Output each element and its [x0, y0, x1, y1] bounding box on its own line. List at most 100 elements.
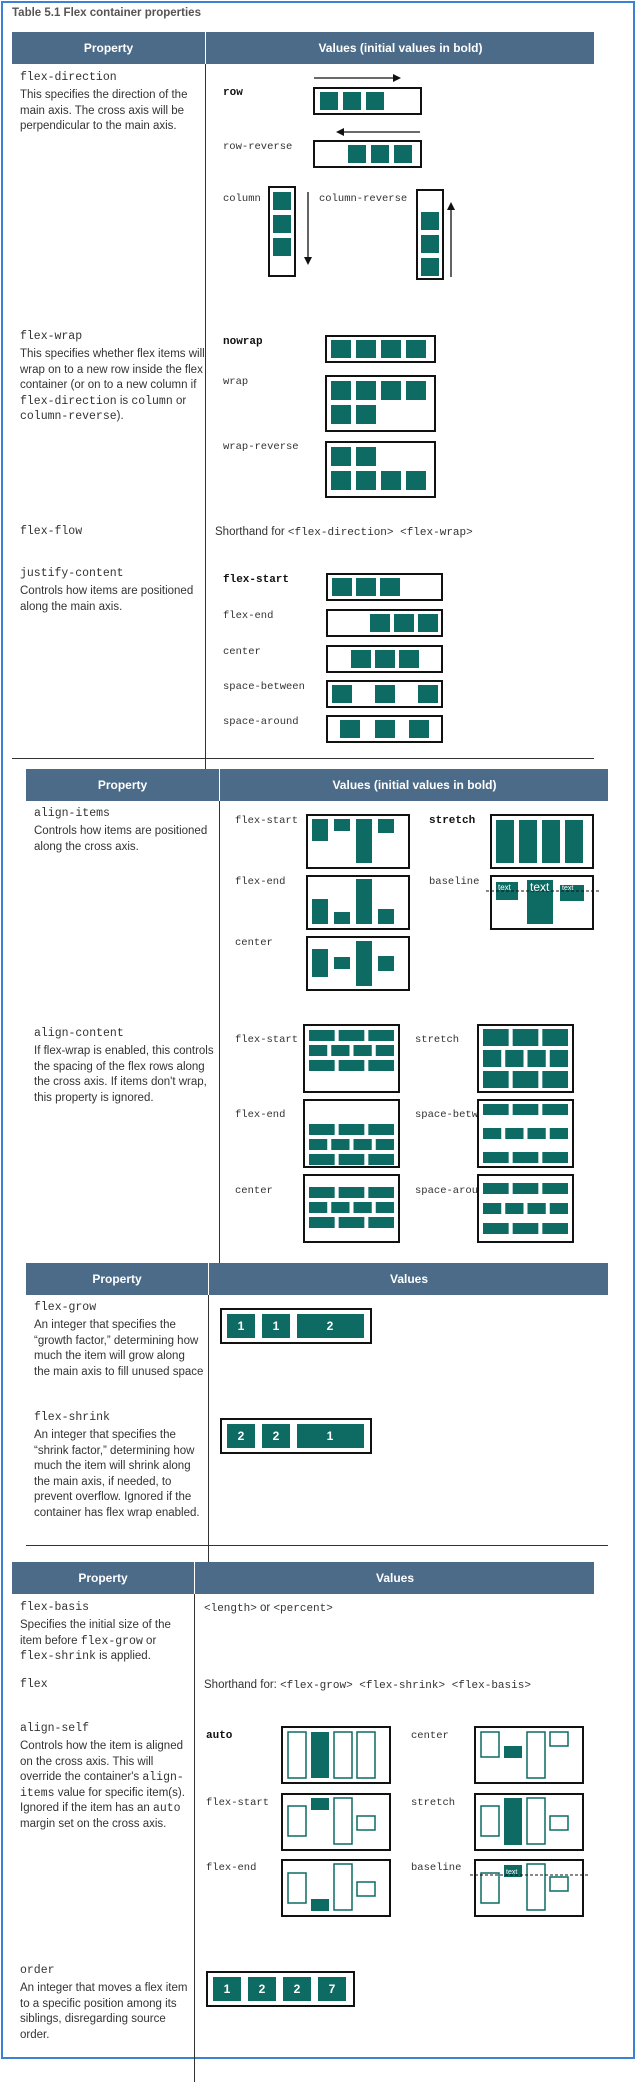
- ac-stretch-item: [542, 1071, 568, 1088]
- value-flex-basis: <length> or <percent>: [204, 1602, 333, 1615]
- ac-space-around-item: [483, 1203, 502, 1214]
- prop-flex-grow: flex-grow: [34, 1301, 97, 1314]
- ac-center-item: [368, 1217, 394, 1228]
- baseline-text-3: text: [562, 885, 573, 892]
- ac-flex-end-item: [309, 1124, 335, 1135]
- grow-item-2: 1: [273, 1319, 280, 1333]
- desc-flex-basis: Specifies the initial size of the item b…: [20, 1619, 171, 1663]
- prop-align-self: align-self: [20, 1722, 90, 1735]
- ac-flex-start-item: [309, 1030, 335, 1041]
- ac-flex-end-item: [375, 1139, 394, 1150]
- table-header: Property Values: [12, 1562, 594, 1594]
- table-caption: Table 5.1 Flex container properties: [12, 7, 201, 19]
- ac-stretch-item: [505, 1050, 524, 1067]
- label-as-auto: auto: [206, 1730, 233, 1742]
- ac-center-item: [309, 1202, 328, 1213]
- ac-space-between-item: [512, 1152, 539, 1163]
- diagram-align-self: text: [281, 1726, 589, 1917]
- header-values: Values: [208, 1263, 609, 1295]
- ac-space-between-item: [483, 1128, 502, 1139]
- ac-space-around-item: [542, 1223, 568, 1234]
- ac-stretch-item: [542, 1029, 568, 1046]
- order-item-2: 2: [259, 1982, 266, 1996]
- prop-flex-wrap: flex-wrap: [20, 330, 83, 343]
- label-as-flex-end: flex-end: [206, 1862, 257, 1874]
- ac-space-between-item: [542, 1152, 568, 1163]
- diagram-justify-content: [326, 573, 443, 743]
- grow-item-1: 1: [238, 1319, 245, 1333]
- header-property: Property: [83, 41, 134, 55]
- label-ac-space-between: space-between: [415, 1109, 497, 1121]
- ac-space-between-item: [527, 1128, 546, 1139]
- ac-flex-start-item: [338, 1030, 365, 1041]
- ac-flex-start-item: [368, 1060, 394, 1071]
- ac-flex-end-item: [331, 1139, 350, 1150]
- ac-space-around-item: [505, 1203, 524, 1214]
- ac-stretch-item: [527, 1050, 546, 1067]
- label-ac-stretch: stretch: [415, 1034, 460, 1046]
- ac-space-around-item: [527, 1203, 546, 1214]
- ac-space-between-item: [483, 1152, 509, 1163]
- label-jc-flex-end: flex-end: [223, 610, 274, 622]
- label-ac-center: center: [235, 1185, 273, 1197]
- header-values: Values (initial values in bold): [219, 769, 609, 801]
- diagram-row-reverse: [313, 128, 422, 168]
- desc-flex-shrink: An integer that specifies the “shrink fa…: [34, 1429, 200, 1519]
- desc-align-content: If flex-wrap is enabled, this controls t…: [34, 1045, 214, 1104]
- prop-align-items: align-items: [34, 807, 110, 820]
- ac-center-item: [309, 1187, 335, 1198]
- shrink-item-3: 1: [327, 1429, 334, 1443]
- ac-flex-end-item: [368, 1154, 394, 1165]
- value-flex: Shorthand for: <flex-grow> <flex-shrink>…: [204, 1679, 531, 1692]
- ac-space-between-item: [505, 1128, 524, 1139]
- prop-flex-flow: flex-flow: [20, 525, 83, 538]
- label-as-stretch: stretch: [411, 1797, 456, 1809]
- ac-stretch-item: [512, 1029, 539, 1046]
- ac-space-between-item: [512, 1104, 539, 1115]
- prop-align-content: align-content: [34, 1027, 124, 1040]
- label-column: column: [223, 193, 261, 205]
- baseline-text-1: text: [498, 883, 512, 892]
- label-ac-flex-start: flex-start: [235, 1034, 299, 1046]
- label-as-baseline: baseline: [411, 1862, 462, 1874]
- label-jc-center: center: [223, 646, 261, 658]
- label-as-flex-start: flex-start: [206, 1797, 270, 1809]
- ac-space-around-item: [542, 1183, 568, 1194]
- ac-center-item: [331, 1202, 350, 1213]
- diagram-align-items: text text text: [306, 814, 599, 991]
- prop-justify-content: justify-content: [20, 567, 124, 580]
- label-wrap-reverse: wrap-reverse: [223, 441, 299, 453]
- ac-flex-start-item: [338, 1060, 365, 1071]
- desc-flex-wrap: This specifies whether flex items will w…: [20, 348, 205, 423]
- desc-align-items: Controls how items are positioned along …: [34, 825, 208, 853]
- ac-center-item: [338, 1187, 365, 1198]
- order-item-3: 2: [294, 1982, 301, 1996]
- ac-flex-start-item: [309, 1045, 328, 1056]
- table-section-2: Property Values (initial values in bold)…: [26, 769, 609, 1288]
- ac-flex-start-item: [353, 1045, 372, 1056]
- ac-stretch-item: [483, 1071, 509, 1088]
- label-row: row: [223, 87, 243, 99]
- prop-flex: flex: [20, 1678, 48, 1691]
- order-item-4: 7: [329, 1982, 336, 1996]
- label-ai-stretch: stretch: [429, 815, 476, 827]
- header-property: Property: [92, 1272, 142, 1286]
- ac-flex-start-item: [368, 1030, 394, 1041]
- diagram-flex-grow: 1 1 2: [220, 1308, 372, 1344]
- as-baseline-text: text: [506, 1869, 517, 1876]
- ac-center-item: [338, 1217, 365, 1228]
- desc-align-self: Controls how the item is aligned on the …: [20, 1740, 185, 1830]
- ac-flex-end-item: [338, 1124, 365, 1135]
- label-wrap: wrap: [223, 376, 249, 388]
- prop-flex-shrink: flex-shrink: [34, 1411, 110, 1424]
- label-ai-baseline: baseline: [429, 876, 480, 888]
- label-ai-flex-end: flex-end: [235, 876, 286, 888]
- diagram-row: [313, 74, 422, 115]
- ac-flex-start-item: [375, 1045, 394, 1056]
- label-ai-center: center: [235, 937, 273, 949]
- header-values: Values: [194, 1562, 595, 1594]
- ac-stretch-item: [483, 1050, 502, 1067]
- grow-item-3: 2: [327, 1319, 334, 1333]
- ac-space-between-item: [549, 1128, 568, 1139]
